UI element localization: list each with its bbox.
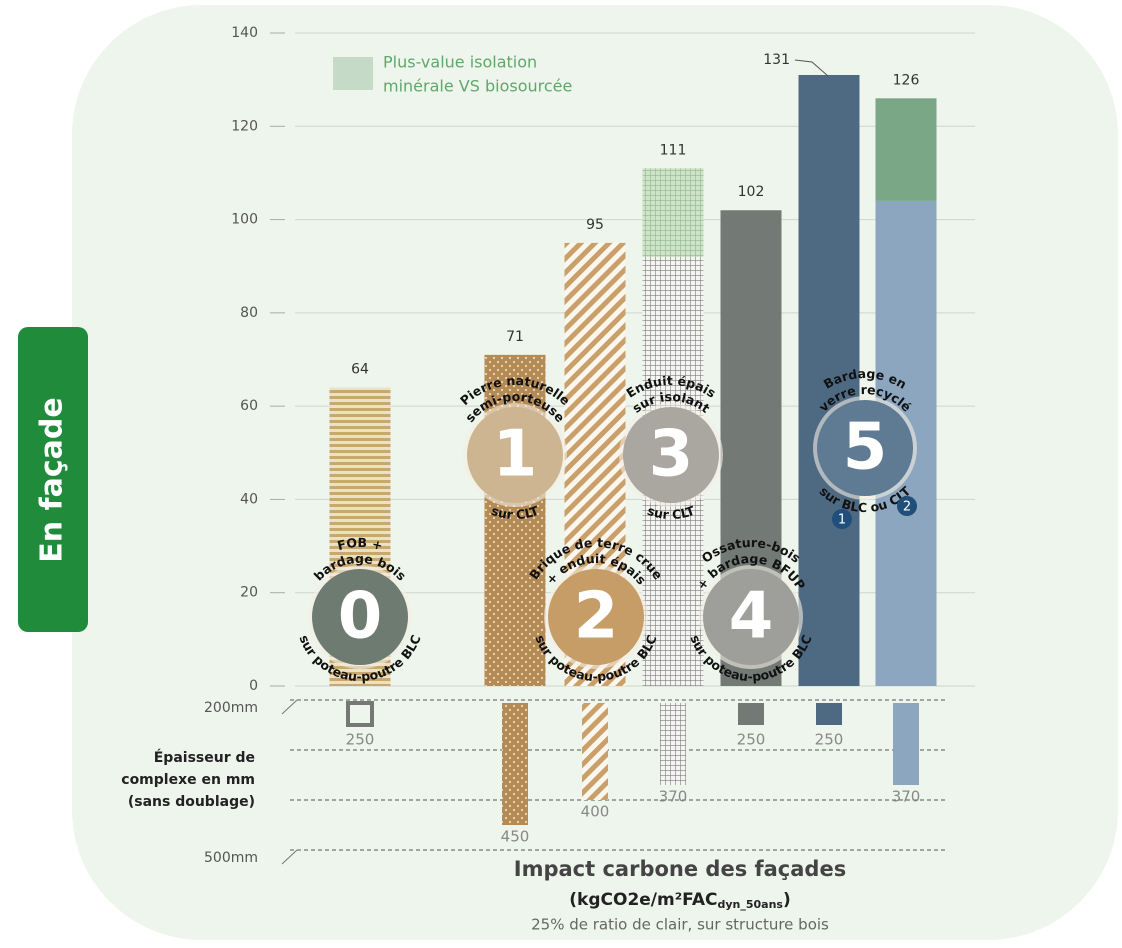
leader bbox=[794, 59, 829, 77]
thickness-label: 370 bbox=[659, 788, 688, 806]
circle bbox=[467, 407, 563, 503]
y-tick-label: 0 bbox=[249, 678, 258, 694]
value-label: 95 bbox=[586, 217, 604, 233]
circle-number: 2 bbox=[574, 580, 619, 654]
y-tick-label: 80 bbox=[240, 305, 258, 321]
bar bbox=[798, 74, 860, 686]
tick-mark bbox=[281, 849, 298, 865]
circle-number: 1 bbox=[493, 418, 538, 492]
circle-top-label: FOB + bbox=[336, 535, 385, 553]
subtitle: 25% de ratio de clair, sur structure boi… bbox=[531, 916, 829, 934]
thickness-label: 400 bbox=[581, 803, 610, 821]
circle bbox=[312, 569, 408, 665]
circle bbox=[623, 407, 719, 503]
thickness-axis-label: (sans doublage) bbox=[128, 794, 255, 810]
badge bbox=[832, 509, 852, 529]
circle-bottom-label: sur CLT bbox=[645, 503, 697, 522]
thickness-bar bbox=[816, 703, 842, 725]
circle-number: 3 bbox=[649, 418, 694, 492]
value-label: 64 bbox=[351, 361, 369, 377]
thickness-axis-label: Épaisseur de bbox=[154, 749, 255, 766]
thickness-bar bbox=[738, 703, 764, 725]
bar bbox=[642, 168, 704, 257]
badge-label: 2 bbox=[903, 500, 911, 515]
y-tick-label: 120 bbox=[231, 118, 258, 134]
thickness-label: 370 bbox=[892, 788, 921, 806]
circle-number: 0 bbox=[338, 580, 383, 654]
y-tick-label: 100 bbox=[231, 212, 258, 228]
legend-swatch bbox=[333, 57, 373, 90]
tick-mark bbox=[281, 699, 298, 715]
badge bbox=[897, 496, 917, 516]
thickness-tick-label: 500mm bbox=[204, 850, 258, 866]
thickness-axis-label: complexe en mm bbox=[121, 772, 255, 788]
value-label: 102 bbox=[738, 184, 765, 200]
y-tick-label: 140 bbox=[231, 25, 258, 41]
thickness-label: 250 bbox=[815, 731, 844, 749]
thickness-bar bbox=[502, 703, 528, 825]
thickness-label: 250 bbox=[737, 731, 766, 749]
thickness-bar bbox=[346, 701, 374, 727]
thickness-label: 450 bbox=[501, 828, 530, 846]
value-label: 131 bbox=[763, 52, 790, 68]
circle-bottom-text: sur CLT bbox=[489, 503, 541, 522]
y-tick-label: 60 bbox=[240, 398, 258, 414]
thickness-bar bbox=[582, 703, 608, 800]
circle-bottom-label: sur CLT bbox=[489, 503, 541, 522]
circle-bottom-text: sur CLT bbox=[645, 503, 697, 522]
bar bbox=[875, 98, 937, 201]
legend-label: Plus-value isolation bbox=[383, 53, 537, 72]
value-label: 126 bbox=[893, 72, 920, 88]
circle-number: 5 bbox=[843, 411, 888, 485]
circle-number: 4 bbox=[729, 580, 774, 654]
thickness-bar bbox=[893, 703, 919, 785]
value-label: 111 bbox=[660, 142, 687, 158]
badge-label: 1 bbox=[838, 513, 846, 528]
side-label: En façade bbox=[35, 397, 70, 562]
thickness-tick-label: 200mm bbox=[204, 700, 258, 716]
value-label: 71 bbox=[506, 329, 524, 345]
legend-label: minérale VS biosourcée bbox=[383, 77, 572, 96]
thickness-bar bbox=[660, 703, 686, 785]
circle bbox=[548, 569, 644, 665]
unit-sub: dyn_50ans bbox=[717, 898, 783, 911]
unit-main: (kgCO2e/m²FAC bbox=[569, 890, 717, 910]
y-tick-label: 20 bbox=[240, 585, 258, 601]
y-tick-label: 40 bbox=[240, 491, 258, 507]
unit: (kgCO2e/m²FACdyn_50ans) bbox=[569, 890, 790, 911]
circle-top-text: FOB + bbox=[336, 535, 385, 553]
thickness-label: 250 bbox=[346, 731, 375, 749]
side-badge bbox=[18, 327, 88, 632]
circle bbox=[817, 400, 913, 496]
unit-end: ) bbox=[783, 890, 791, 910]
chart-title: Impact carbone des façades bbox=[514, 857, 846, 881]
circle bbox=[703, 569, 799, 665]
